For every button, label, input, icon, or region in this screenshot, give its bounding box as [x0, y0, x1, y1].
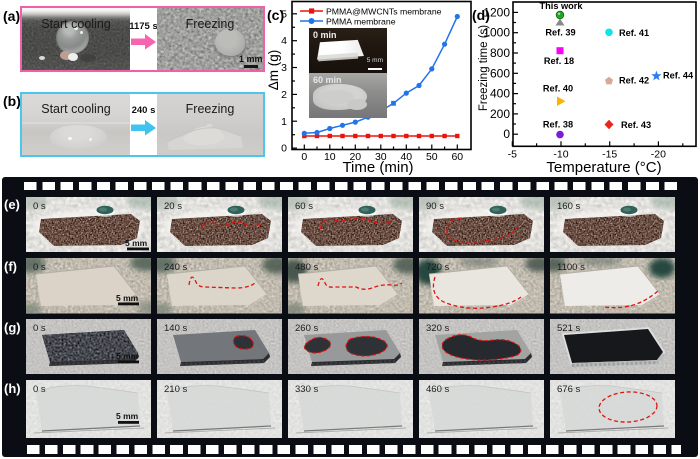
svg-text:Freezing time (s): Freezing time (s) [478, 25, 490, 111]
svg-text:1: 1 [281, 116, 287, 128]
svg-text:0 s: 0 s [33, 201, 46, 212]
svg-text:30: 30 [375, 151, 387, 163]
svg-text:0: 0 [503, 127, 510, 141]
svg-text:Ref. 42: Ref. 42 [619, 76, 649, 86]
svg-text:PMMA membrane: PMMA membrane [326, 17, 396, 27]
svg-text:5 mm: 5 mm [116, 351, 139, 361]
svg-text:Ref. 38: Ref. 38 [543, 120, 573, 130]
svg-text:4: 4 [281, 35, 287, 47]
svg-text:1200: 1200 [483, 5, 510, 19]
svg-text:5 mm: 5 mm [116, 411, 139, 421]
svg-text:480 s: 480 s [295, 262, 318, 273]
svg-text:60: 60 [451, 151, 463, 163]
svg-text:50: 50 [426, 151, 438, 163]
svg-text:260 s: 260 s [295, 323, 318, 334]
svg-text:140 s: 140 s [164, 323, 187, 334]
svg-text:60 s: 60 s [295, 201, 313, 212]
svg-text:720 s: 720 s [426, 262, 449, 273]
svg-text:-20: -20 [651, 149, 666, 161]
svg-text:20: 20 [349, 151, 361, 163]
svg-text:600: 600 [490, 66, 510, 80]
svg-text:1000: 1000 [483, 26, 510, 40]
svg-text:90 s: 90 s [426, 201, 444, 212]
svg-text:240 s: 240 s [164, 262, 187, 273]
svg-text:676 s: 676 s [557, 384, 580, 395]
svg-text:320 s: 320 s [426, 323, 449, 334]
svg-text:40: 40 [400, 151, 412, 163]
svg-text:210 s: 210 s [164, 384, 187, 395]
svg-text:160 s: 160 s [557, 201, 580, 212]
svg-text:Temperature (°C): Temperature (°C) [546, 159, 661, 176]
svg-text:0: 0 [281, 143, 287, 155]
svg-text:5 mm: 5 mm [125, 238, 148, 248]
svg-text:800: 800 [490, 46, 510, 60]
svg-text:1100 s: 1100 s [557, 262, 585, 273]
svg-text:5: 5 [281, 8, 287, 20]
svg-text:3: 3 [281, 62, 287, 74]
svg-text:2: 2 [281, 89, 287, 101]
svg-text:Δm (g): Δm (g) [266, 50, 281, 91]
svg-text:0: 0 [301, 151, 307, 163]
svg-text:0 s: 0 s [33, 262, 46, 273]
svg-text:Ref. 44: Ref. 44 [663, 71, 694, 81]
svg-text:Ref. 43: Ref. 43 [621, 120, 651, 130]
svg-text:400: 400 [490, 87, 510, 101]
svg-text:460 s: 460 s [426, 384, 449, 395]
svg-text:Time (min): Time (min) [342, 159, 413, 176]
svg-text:200: 200 [490, 107, 510, 121]
svg-text:-5: -5 [508, 149, 517, 161]
svg-text:This work: This work [540, 1, 584, 11]
svg-text:10: 10 [324, 151, 336, 163]
svg-text:521 s: 521 s [557, 323, 580, 334]
svg-text:Ref. 40: Ref. 40 [543, 84, 573, 94]
svg-text:-10: -10 [553, 149, 568, 161]
svg-text:5 mm: 5 mm [116, 293, 139, 303]
svg-text:Ref. 39: Ref. 39 [545, 28, 575, 38]
svg-text:Ref. 18: Ref. 18 [544, 56, 574, 66]
svg-text:330 s: 330 s [295, 384, 318, 395]
svg-text:0 s: 0 s [33, 323, 46, 334]
svg-text:0 s: 0 s [33, 384, 46, 395]
svg-text:-15: -15 [602, 149, 617, 161]
svg-text:Ref. 41: Ref. 41 [619, 28, 649, 38]
svg-text:20 s: 20 s [164, 201, 182, 212]
svg-text:PMMA@MWCNTs membrane: PMMA@MWCNTs membrane [326, 7, 442, 17]
